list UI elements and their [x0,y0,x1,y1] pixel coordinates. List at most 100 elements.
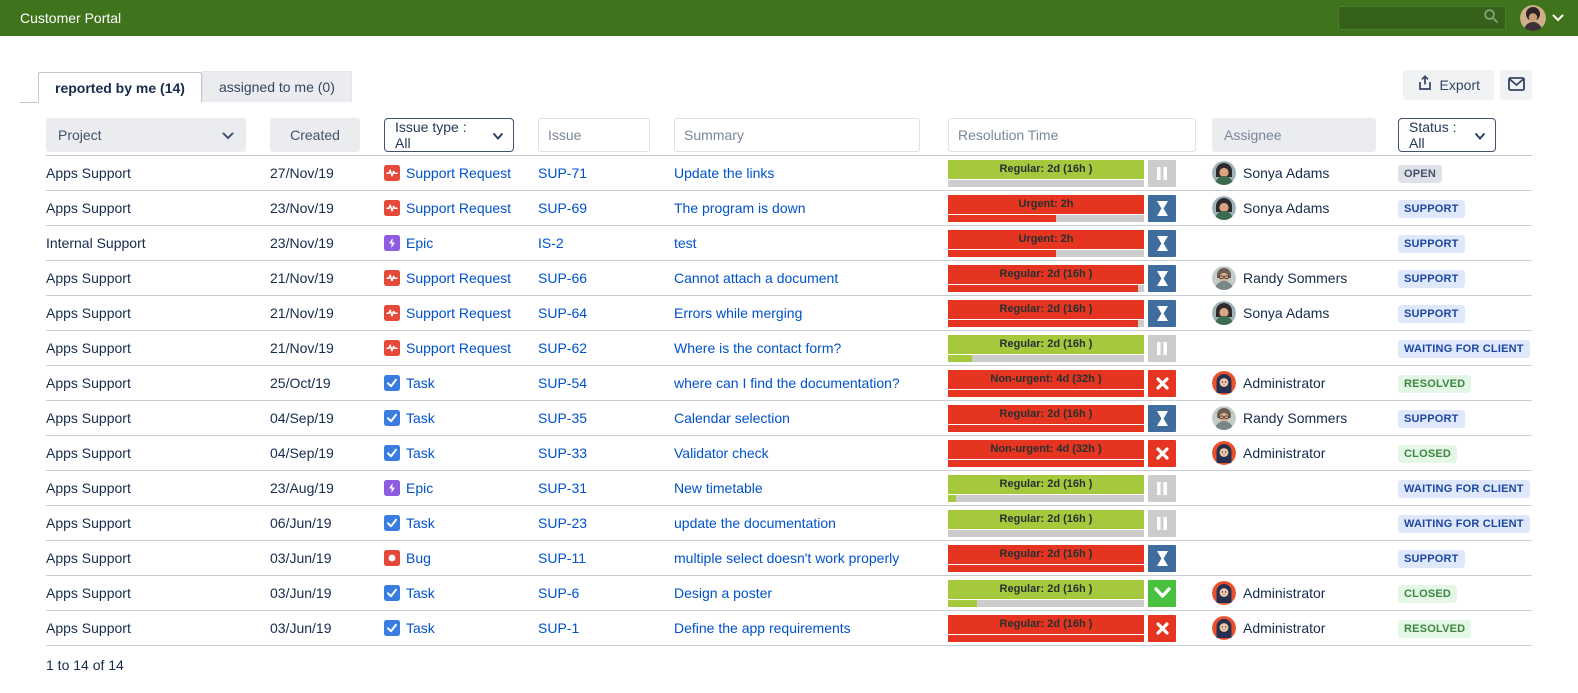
issue-key-link[interactable]: SUP-31 [538,480,588,496]
resolution-time-cell: Urgent: 2h [948,194,1212,222]
issue-summary-link[interactable]: where can I find the documentation? [674,375,900,391]
issue-key-link[interactable]: SUP-33 [538,445,588,461]
export-button-label: Export [1439,77,1480,93]
issue-type-link[interactable]: Task [406,620,435,636]
issue-summary-link[interactable]: Calendar selection [674,410,790,426]
issue-summary-link[interactable]: Design a poster [674,585,773,601]
sla-progress-fill [948,424,1144,432]
project-filter-dropdown[interactable]: Project [46,118,246,152]
issue-summary-link[interactable]: Validator check [674,445,769,461]
tabs-toolbar: reported by me (14) assigned to me (0) E… [20,70,1532,103]
issue-type-link[interactable]: Epic [406,480,434,496]
tab-reported-by-me[interactable]: reported by me (14) [38,72,202,103]
issue-key-link[interactable]: SUP-54 [538,375,588,391]
project-cell: Apps Support [46,550,131,566]
created-cell: 03/Jun/19 [270,620,332,636]
sla-progress-track [948,459,1144,467]
resolution-time-cell: Regular: 2d (16h ) [948,614,1212,642]
issue-type-link[interactable]: Task [406,515,435,531]
status-badge: OPEN [1398,164,1442,183]
search-input[interactable] [1345,10,1483,26]
issue-type-link[interactable]: Support Request [406,340,512,356]
table-row: Apps Support 03/Jun/19 Bug SUP-11 multip… [46,541,1532,576]
filter-row: Project Created Issue type : All Assigne… [46,118,1532,152]
user-menu-chevron-down-icon[interactable] [1552,9,1564,27]
issue-key-link[interactable]: SUP-1 [538,620,580,636]
status-badge: SUPPORT [1398,549,1465,568]
issue-key-link[interactable]: SUP-71 [538,165,588,181]
search-icon[interactable] [1483,8,1499,29]
created-cell: 21/Nov/19 [270,270,334,286]
pagination-count: 1 to 14 of 14 [46,657,124,673]
created-column-header[interactable]: Created [270,118,360,152]
issue-key-link[interactable]: SUP-66 [538,270,588,286]
issue-type-link[interactable]: Support Request [406,270,512,286]
issue-type-link[interactable]: Epic [406,235,434,251]
issue-type-filter-select[interactable]: Issue type : All [384,118,514,152]
status-cell: SUPPORT [1398,409,1532,428]
issue-key-link[interactable]: SUP-23 [538,515,588,531]
issue-type-link[interactable]: Support Request [406,165,512,181]
issue-type-link[interactable]: Support Request [406,305,512,321]
issue-summary-link[interactable]: Define the app requirements [674,620,851,636]
user-avatar[interactable] [1520,5,1546,31]
issue-summary-link[interactable]: New timetable [674,480,763,496]
created-cell: 23/Nov/19 [270,235,334,251]
issue-summary-link[interactable]: update the documentation [674,515,836,531]
sla-progress-fill [948,459,1144,467]
tab-assigned-to-me[interactable]: assigned to me (0) [201,71,352,102]
subscribe-mail-button[interactable] [1500,70,1532,100]
sla-running-hourglass-icon [1156,235,1168,251]
issue-summary-link[interactable]: test [674,235,697,251]
issue-key-link[interactable]: SUP-11 [538,550,586,566]
sla-bar: Regular: 2d (16h ) [948,474,1144,494]
assignee-name: Administrator [1243,445,1326,461]
issue-key-link[interactable]: SUP-62 [538,340,588,356]
chevron-down-icon [1475,127,1485,143]
created-cell: 25/Oct/19 [270,375,331,391]
sla-bar: Regular: 2d (16h ) [948,544,1144,564]
status-badge: SUPPORT [1398,234,1465,253]
sla-paused-icon [1157,516,1167,530]
assignee-column-header[interactable]: Assignee [1212,118,1376,152]
issue-type-link[interactable]: Task [406,585,435,601]
issue-summary-link[interactable]: Where is the contact form? [674,340,842,356]
resolution-time-cell: Regular: 2d (16h ) [948,334,1212,362]
project-cell: Apps Support [46,620,131,636]
summary-filter-input[interactable] [674,118,920,152]
issue-type-cell: Support Request [384,165,538,181]
issue-summary-link[interactable]: Update the links [674,165,775,181]
status-badge: CLOSED [1398,584,1458,603]
issue-type-link[interactable]: Task [406,410,435,426]
issue-key-link[interactable]: SUP-6 [538,585,580,601]
issue-type-link[interactable]: Task [406,445,435,461]
issue-type-cell: Bug [384,550,538,566]
table-row: Apps Support 21/Nov/19 Support Request S… [46,296,1532,331]
issue-key-link[interactable]: SUP-64 [538,305,588,321]
issue-key-link[interactable]: SUP-35 [538,410,588,426]
issue-key-link[interactable]: SUP-69 [538,200,588,216]
issue-type-link[interactable]: Bug [406,550,431,566]
issue-type-filter-label: Issue type : All [395,119,467,151]
sla-bar: Urgent: 2h [948,229,1144,249]
resolution-time-filter-input[interactable] [948,118,1196,152]
issue-type-link[interactable]: Task [406,375,435,391]
issue-summary-link[interactable]: The program is down [674,200,806,216]
export-button[interactable]: Export [1402,70,1494,100]
chevron-down-icon [222,127,234,143]
issue-type-link[interactable]: Support Request [406,200,512,216]
header-search[interactable] [1338,6,1506,30]
status-filter-select[interactable]: Status : All [1398,118,1496,152]
sla-bar: Regular: 2d (16h ) [948,264,1144,284]
assignee-name: Randy Sommers [1243,270,1348,286]
issue-summary-link[interactable]: Cannot attach a document [674,270,839,286]
issue-summary-link[interactable]: multiple select doesn't work properly [674,550,900,566]
project-cell: Apps Support [46,515,131,531]
sla-paused-icon [1157,481,1167,495]
issue-filter-input[interactable] [538,118,650,152]
issue-key-link[interactable]: IS-2 [538,235,564,251]
issue-type-cell: Support Request [384,270,538,286]
task-icon [384,410,400,426]
issue-summary-link[interactable]: Errors while merging [674,305,803,321]
sla-bar: Regular: 2d (16h ) [948,159,1144,179]
